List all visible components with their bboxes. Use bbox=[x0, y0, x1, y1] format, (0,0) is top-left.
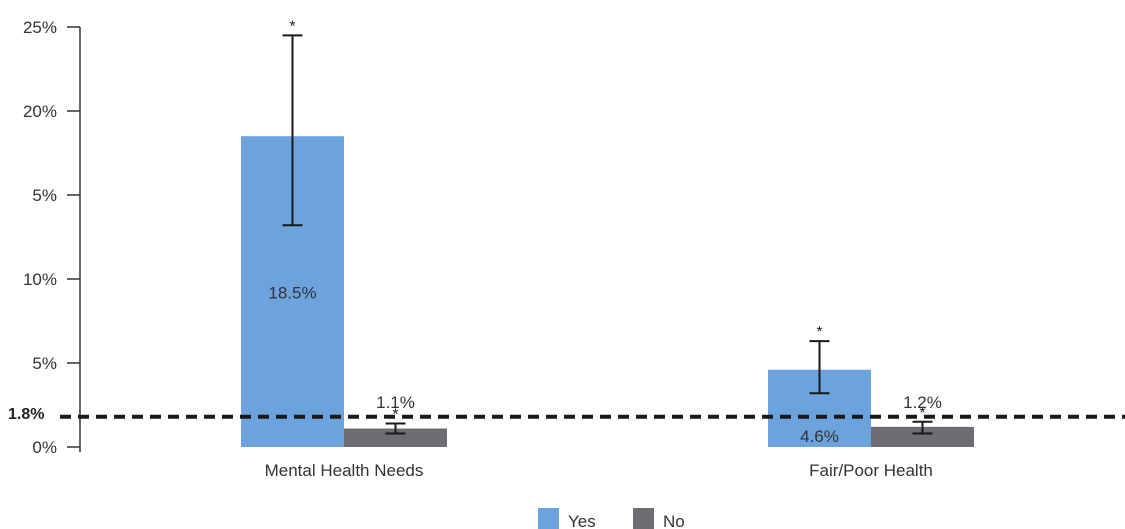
legend-swatch-no bbox=[633, 508, 654, 529]
y-tick-label: 20% bbox=[23, 102, 57, 121]
error-bars bbox=[282, 34, 933, 435]
y-axis: 0% 5% 10% 5% 20% 25% bbox=[23, 18, 81, 457]
bar-no-0 bbox=[344, 428, 447, 447]
significance-marker: * bbox=[816, 324, 822, 341]
bar-series bbox=[241, 136, 974, 447]
y-tick-label: 5% bbox=[32, 354, 57, 373]
category-labels: Mental Health Needs Fair/Poor Health bbox=[265, 461, 933, 480]
reference-line-label: 1.8% bbox=[8, 406, 44, 423]
category-label: Fair/Poor Health bbox=[809, 461, 933, 480]
y-tick-label: 0% bbox=[32, 438, 57, 457]
legend-label: No bbox=[663, 512, 685, 529]
legend-swatch-yes bbox=[538, 508, 559, 529]
significance-marker: * bbox=[919, 405, 925, 422]
significance-marker: * bbox=[392, 406, 398, 423]
category-label: Mental Health Needs bbox=[265, 461, 424, 480]
value-label: 4.6% bbox=[800, 427, 839, 446]
bar-no-1 bbox=[871, 426, 974, 447]
y-tick-label: 25% bbox=[23, 18, 57, 37]
value-label: 1.2% bbox=[903, 393, 942, 412]
legend: Yes No bbox=[538, 508, 685, 529]
value-label: 1.1% bbox=[376, 393, 415, 412]
reference-line: 1.8% bbox=[8, 406, 1125, 423]
data-labels: *18.5%*1.1%*4.6%*1.2% bbox=[268, 18, 941, 446]
y-tick-label: 5% bbox=[32, 186, 57, 205]
legend-label: Yes bbox=[568, 512, 596, 529]
y-tick-label: 10% bbox=[23, 270, 57, 289]
value-label: 18.5% bbox=[268, 284, 316, 303]
significance-marker: * bbox=[289, 18, 295, 35]
